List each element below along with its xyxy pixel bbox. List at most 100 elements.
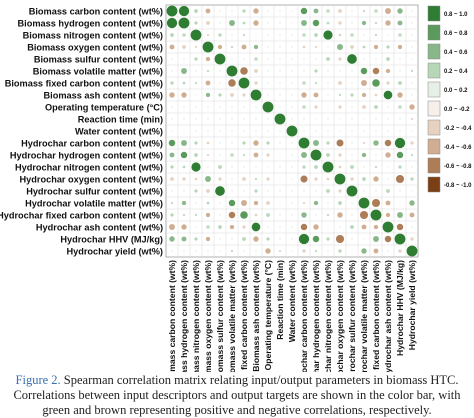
correlation-matrix (165, 4, 419, 258)
correlation-cell (338, 153, 342, 157)
row-label: Biomass nitrogen content (wt%) (23, 30, 163, 40)
row-label: Biomass ash content (wt%) (44, 90, 163, 100)
correlation-cell (410, 117, 414, 121)
column-label: Hydrochar nitrogen content (wt%) (323, 260, 333, 372)
correlation-cell (253, 200, 259, 206)
correlation-cell (359, 210, 369, 220)
correlation-cell (399, 70, 401, 72)
colorbar-label: 0.0 ~ -0.2 (444, 107, 470, 113)
correlation-cell (242, 93, 246, 97)
correlation-cell (205, 236, 211, 242)
correlation-cell (219, 70, 221, 72)
correlation-cell (205, 80, 211, 86)
correlation-cell (253, 8, 259, 14)
correlation-cell (279, 46, 281, 48)
correlation-cell (250, 89, 262, 101)
correlation-cell (327, 202, 329, 204)
correlation-cell (254, 213, 258, 217)
colorbar-swatch (427, 43, 441, 60)
correlation-cell (219, 22, 221, 24)
correlation-cell (279, 70, 281, 72)
correlation-cell (327, 70, 329, 72)
correlation-cell (279, 178, 281, 180)
correlation-cell (206, 153, 210, 157)
correlation-cell (218, 165, 222, 169)
correlation-cell (398, 81, 402, 85)
correlation-cell (411, 34, 413, 36)
correlation-cell (375, 130, 377, 132)
correlation-cell (279, 82, 281, 84)
correlation-cell (178, 5, 190, 17)
correlation-cell (279, 34, 281, 36)
correlation-cell (219, 106, 221, 108)
correlation-cell (362, 9, 366, 13)
correlation-cell (326, 57, 330, 61)
correlation-cell (267, 34, 269, 36)
correlation-cell (386, 189, 390, 193)
correlation-cell (206, 189, 210, 193)
correlation-cell (218, 177, 222, 181)
correlation-cell (253, 20, 259, 26)
correlation-cell (267, 70, 269, 72)
caption-text: Spearman correlation matrix relating inp… (13, 373, 461, 417)
correlation-cell (385, 200, 391, 206)
correlation-cell (171, 58, 173, 60)
correlation-cell (181, 140, 187, 146)
correlation-cell (303, 118, 305, 120)
correlation-cell (291, 142, 293, 144)
correlation-cell (228, 79, 236, 87)
correlation-cell (411, 190, 413, 192)
correlation-cell (326, 177, 330, 181)
correlation-cell (291, 10, 293, 12)
column-label: Hydrochar yield (wt%) (407, 260, 417, 350)
correlation-cell (291, 82, 293, 84)
correlation-cell (243, 166, 245, 168)
correlation-cell (363, 130, 365, 132)
correlation-cell (351, 118, 353, 120)
correlation-cell (241, 200, 247, 206)
correlation-cell (399, 58, 401, 60)
correlation-cell (300, 223, 308, 231)
correlation-cell (194, 45, 198, 49)
correlation-cell (255, 130, 257, 132)
correlation-cell (385, 212, 391, 218)
correlation-cell (279, 142, 281, 144)
correlation-cell (394, 233, 406, 245)
correlation-cell (313, 92, 319, 98)
colorbar-swatch (427, 138, 441, 155)
correlation-cell (315, 118, 317, 120)
correlation-cell (314, 105, 318, 109)
correlation-cell (373, 236, 379, 242)
correlation-cell (351, 106, 353, 108)
correlation-cell (387, 130, 389, 132)
correlation-cell (396, 223, 404, 231)
correlation-cell (207, 130, 209, 132)
correlation-cell (202, 41, 214, 53)
correlation-cell (279, 106, 281, 108)
correlation-cell (409, 104, 415, 110)
correlation-cell (191, 162, 201, 172)
correlation-cell (231, 118, 233, 120)
correlation-cell (195, 226, 197, 228)
column-label: Biomass oxygen content (wt%) (203, 260, 213, 372)
column-label: Hydrochar HHV (MJ/kg) (395, 260, 405, 356)
correlation-cell (195, 94, 197, 96)
correlation-cell (326, 9, 330, 13)
correlation-cell (338, 93, 342, 97)
correlation-cell (372, 79, 380, 87)
correlation-cell (231, 34, 233, 36)
correlation-cell (291, 70, 293, 72)
correlation-cell (286, 125, 298, 137)
correlation-cell (351, 82, 353, 84)
correlation-cell (242, 141, 246, 145)
correlation-cell (314, 33, 318, 37)
correlation-cell (410, 153, 414, 157)
correlation-cell (351, 214, 353, 216)
correlation-cell (266, 201, 270, 205)
correlation-cell (323, 30, 333, 40)
correlation-cell (399, 190, 401, 192)
correlation-cell (350, 33, 354, 37)
correlation-cell (170, 201, 174, 205)
correlation-cell (313, 224, 319, 230)
row-label: Biomass hydrogen content (wt%) (18, 18, 163, 28)
